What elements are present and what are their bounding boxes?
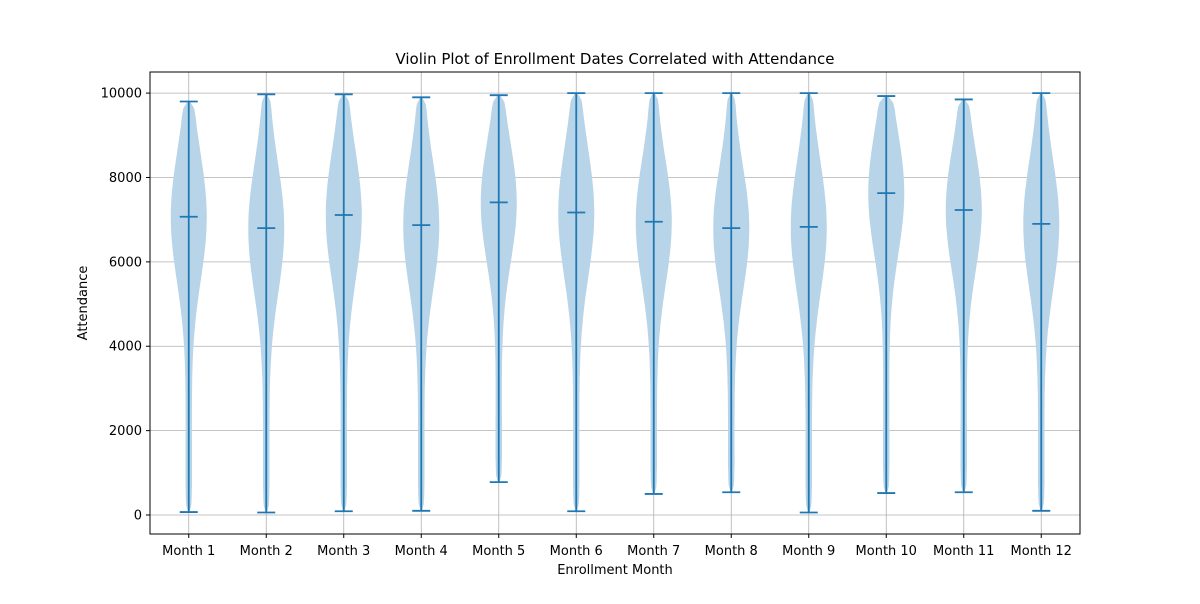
x-tick-label: Month 11 [933,544,994,559]
plot-area-frame [149,71,1081,535]
x-tick-label: Month 6 [550,544,603,559]
y-tick-label: 6000 [109,255,142,270]
grid-layer [150,72,1080,534]
y-tick-label: 4000 [109,340,142,355]
x-tick-label: Month 4 [395,544,448,559]
violin-layer [170,93,1060,513]
x-tick-label: Month 2 [240,544,293,559]
x-tick-label: Month 7 [627,544,680,559]
y-tick-label: 0 [134,509,142,524]
x-axis-label: Enrollment Month [557,563,673,578]
x-tick-label: Month 12 [1011,544,1072,559]
x-tick-label: Month 9 [782,544,835,559]
chart-title: Violin Plot of Enrollment Dates Correlat… [395,50,834,68]
y-tick-label: 8000 [109,171,142,186]
x-tick-label: Month 8 [705,544,758,559]
x-tick-label: Month 10 [856,544,917,559]
x-tick-label: Month 1 [162,544,215,559]
tick-layer: 0 2000 4000 6000 8000 10000 Month 1 Month 2 Mont… [101,87,1072,559]
y-tick-label: 10000 [101,87,142,102]
y-axis-label: Attendance [76,266,91,341]
y-tick-label: 2000 [109,424,142,439]
line-layer [179,92,1051,514]
x-tick-label: Month 3 [317,544,370,559]
x-tick-label: Month 5 [472,544,525,559]
